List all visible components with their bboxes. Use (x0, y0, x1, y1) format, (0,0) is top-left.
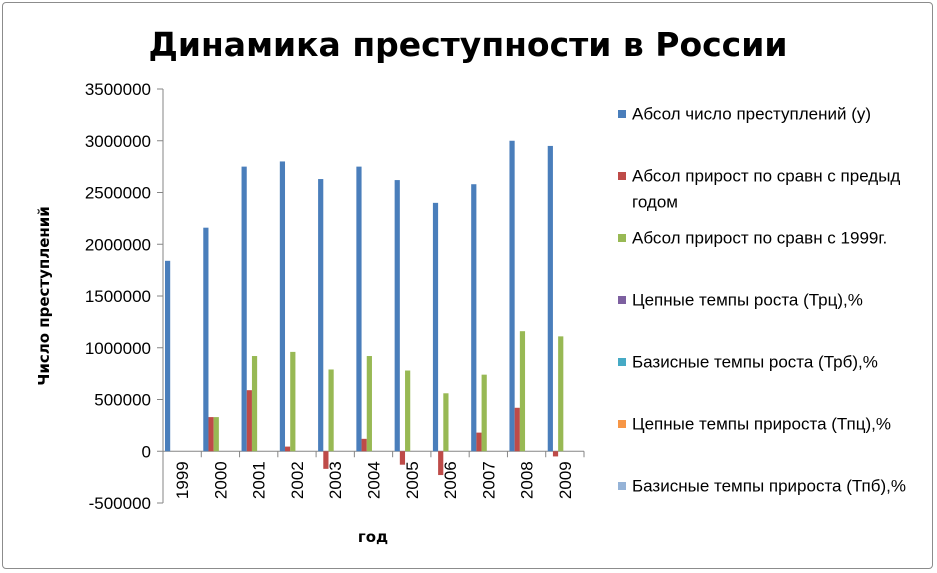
y-tick-label: 3000000 (85, 132, 151, 151)
bar-series-1-1999 (165, 260, 171, 452)
bar-series-3-2006 (443, 393, 449, 452)
plot-area: -500000 0 500000 1000000 1500000 2000000 25000… (85, 80, 585, 513)
legend-swatch (618, 358, 626, 366)
legend-entry: Базисные темпы роста (Трб),% (632, 353, 878, 372)
bar-series-1-2007 (471, 184, 477, 452)
legend-swatch (618, 172, 626, 180)
x-tick-label: 2004 (365, 461, 384, 499)
x-tick-label: 2008 (518, 461, 537, 499)
legend-entry: Цепные темпы прироста (Тпц),% (632, 415, 891, 434)
y-axis-title: Число преступлений (35, 206, 53, 386)
x-tick-label: 2003 (326, 461, 345, 499)
bar-series-2-2004 (361, 438, 367, 452)
bar-series-1-2009 (547, 145, 553, 452)
bar-series-1-2000 (203, 227, 209, 452)
x-tick-label: 2001 (250, 461, 269, 499)
x-tick-label: 2005 (403, 461, 422, 499)
x-tick-label: 2007 (479, 461, 498, 499)
bar-series-1-2004 (356, 166, 362, 452)
bar-series-3-2007 (481, 374, 487, 452)
bar-series-3-2009 (558, 336, 564, 452)
legend-entry: Абсол прирост по сравн с 1999г. (632, 229, 887, 248)
x-axis-title: год (358, 528, 388, 546)
legend-entry: Абсол прирост по сравн с предыд годом (632, 167, 900, 212)
bar-series-3-2005 (405, 370, 411, 452)
bar-series-3-2008 (519, 331, 526, 452)
bar-series-1-2002 (279, 161, 286, 452)
x-tick-label: 2009 (556, 461, 575, 499)
bar-series-3-2000 (213, 417, 219, 452)
x-tick-label: 1999 (173, 461, 192, 499)
x-tick-label: 2002 (288, 461, 307, 499)
bar-series-1-2001 (241, 166, 247, 452)
y-tick-label: 1000000 (85, 339, 151, 358)
bar-series-2-2008 (514, 407, 520, 452)
bar-series-1-2006 (432, 202, 439, 452)
y-tick-label: 3500000 (85, 80, 151, 99)
legend-swatch (618, 420, 626, 428)
legend: Абсол число преступлений (у) Абсол прирос… (618, 105, 906, 496)
bar-series-3-2004 (366, 356, 372, 452)
bar-series-2-2001 (246, 390, 252, 452)
y-tick-label: 2000000 (85, 235, 151, 254)
bar-series-1-2005 (394, 180, 400, 452)
bar-series-3-2001 (251, 356, 258, 452)
x-tick-label: 2000 (211, 461, 230, 499)
legend-swatch (618, 234, 626, 242)
legend-swatch (618, 482, 626, 490)
bar-series-2-2007 (476, 432, 482, 452)
y-tick-label: 0 (142, 442, 151, 461)
legend-entry: Цепные темпы роста (Трц),% (632, 291, 863, 310)
bar-series-1-2008 (509, 140, 515, 452)
x-tick-label: 2006 (441, 461, 460, 499)
bar-series-2-2000 (208, 417, 214, 452)
legend-swatch (618, 296, 626, 304)
bar-series-2-2005 (399, 451, 406, 465)
y-tick-label: -500000 (89, 494, 151, 513)
chart-title: Динамика преступности в России (148, 25, 787, 64)
bar-series-2-2002 (285, 446, 291, 452)
y-tick-label: 2500000 (85, 184, 151, 203)
bar-series-3-2002 (290, 351, 296, 452)
bar-series-3-2003 (328, 369, 334, 452)
y-tick-label: 1500000 (85, 287, 151, 306)
bar-series-1-2003 (318, 179, 324, 452)
legend-entry: Абсол число преступлений (у) (632, 105, 871, 124)
legend-entry: Базисные темпы прироста (Тпб),% (632, 477, 906, 496)
bar-series-2-2003 (323, 451, 329, 469)
bar-series-2-2009 (552, 451, 559, 457)
y-tick-label: 500000 (94, 391, 151, 410)
bar-series-2-2006 (438, 451, 444, 476)
legend-swatch (618, 110, 626, 118)
